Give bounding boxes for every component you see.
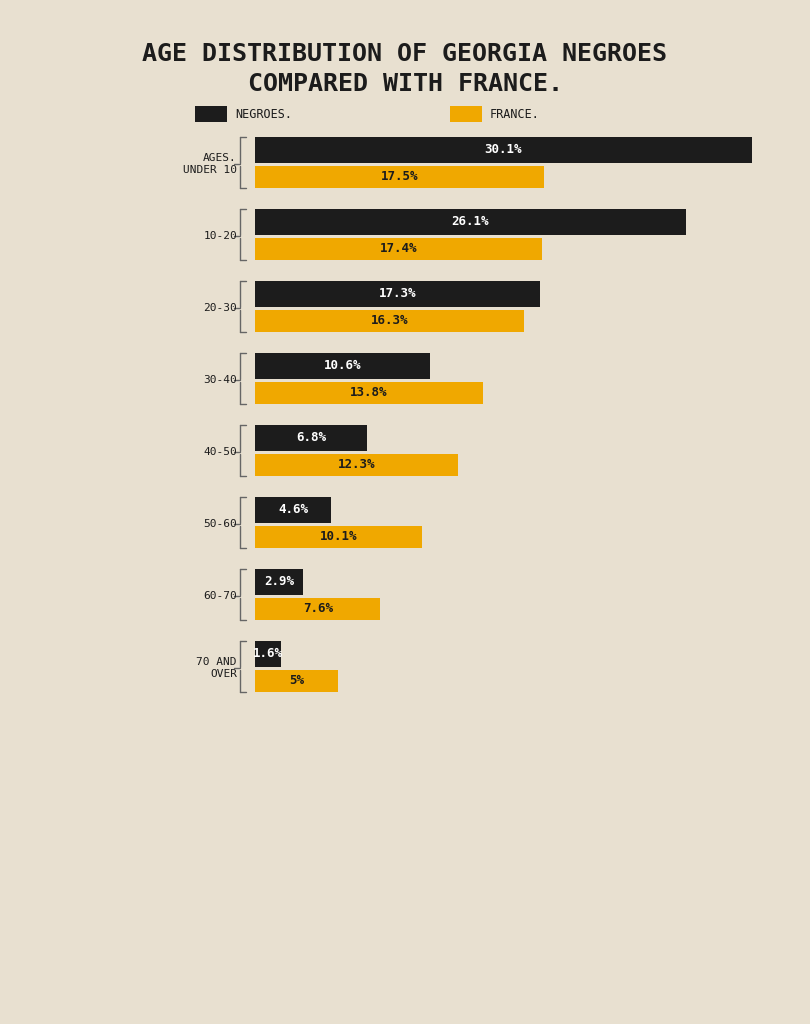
Bar — [255, 281, 540, 306]
Text: 10.6%: 10.6% — [324, 359, 361, 372]
Text: NEGROES.: NEGROES. — [235, 108, 292, 121]
Bar — [255, 309, 524, 332]
Text: 2.9%: 2.9% — [264, 575, 294, 588]
Bar — [255, 352, 430, 379]
Text: 17.3%: 17.3% — [379, 287, 416, 300]
Text: 16.3%: 16.3% — [371, 314, 408, 327]
Text: 10-20: 10-20 — [203, 231, 237, 241]
Bar — [255, 525, 422, 548]
Text: FRANCE.: FRANCE. — [490, 108, 540, 121]
Bar — [195, 106, 227, 122]
Text: 12.3%: 12.3% — [338, 458, 375, 471]
Text: 10.1%: 10.1% — [320, 530, 357, 543]
Bar — [255, 497, 331, 522]
Text: 40-50: 40-50 — [203, 447, 237, 457]
Text: 20-30: 20-30 — [203, 303, 237, 313]
Text: 30.1%: 30.1% — [484, 143, 522, 156]
Bar — [255, 238, 542, 259]
Text: 26.1%: 26.1% — [452, 215, 489, 228]
Bar — [255, 382, 483, 403]
Bar — [255, 568, 303, 595]
Text: 17.4%: 17.4% — [380, 242, 417, 255]
Bar — [255, 454, 458, 475]
Text: 30-40: 30-40 — [203, 375, 237, 385]
Text: AGES.
UNDER 10: AGES. UNDER 10 — [183, 154, 237, 175]
Text: 50-60: 50-60 — [203, 519, 237, 529]
Text: 4.6%: 4.6% — [278, 503, 308, 516]
Text: 1.6%: 1.6% — [254, 647, 284, 660]
Bar — [255, 425, 367, 451]
Bar — [255, 640, 281, 667]
Text: 13.8%: 13.8% — [350, 386, 388, 399]
Text: COMPARED WITH FRANCE.: COMPARED WITH FRANCE. — [248, 72, 562, 96]
Text: 7.6%: 7.6% — [303, 602, 333, 615]
Text: AGE DISTRIBUTION OF GEORGIA NEGROES: AGE DISTRIBUTION OF GEORGIA NEGROES — [143, 42, 667, 66]
Bar — [255, 136, 752, 163]
Bar — [255, 166, 544, 187]
Text: 6.8%: 6.8% — [296, 431, 326, 444]
Text: 5%: 5% — [288, 674, 304, 687]
Bar — [255, 209, 685, 234]
Bar — [450, 106, 482, 122]
Text: 70 AND
OVER: 70 AND OVER — [197, 657, 237, 679]
Bar — [255, 670, 338, 691]
Text: 60-70: 60-70 — [203, 591, 237, 601]
Text: 17.5%: 17.5% — [381, 170, 418, 183]
Bar — [255, 597, 381, 620]
